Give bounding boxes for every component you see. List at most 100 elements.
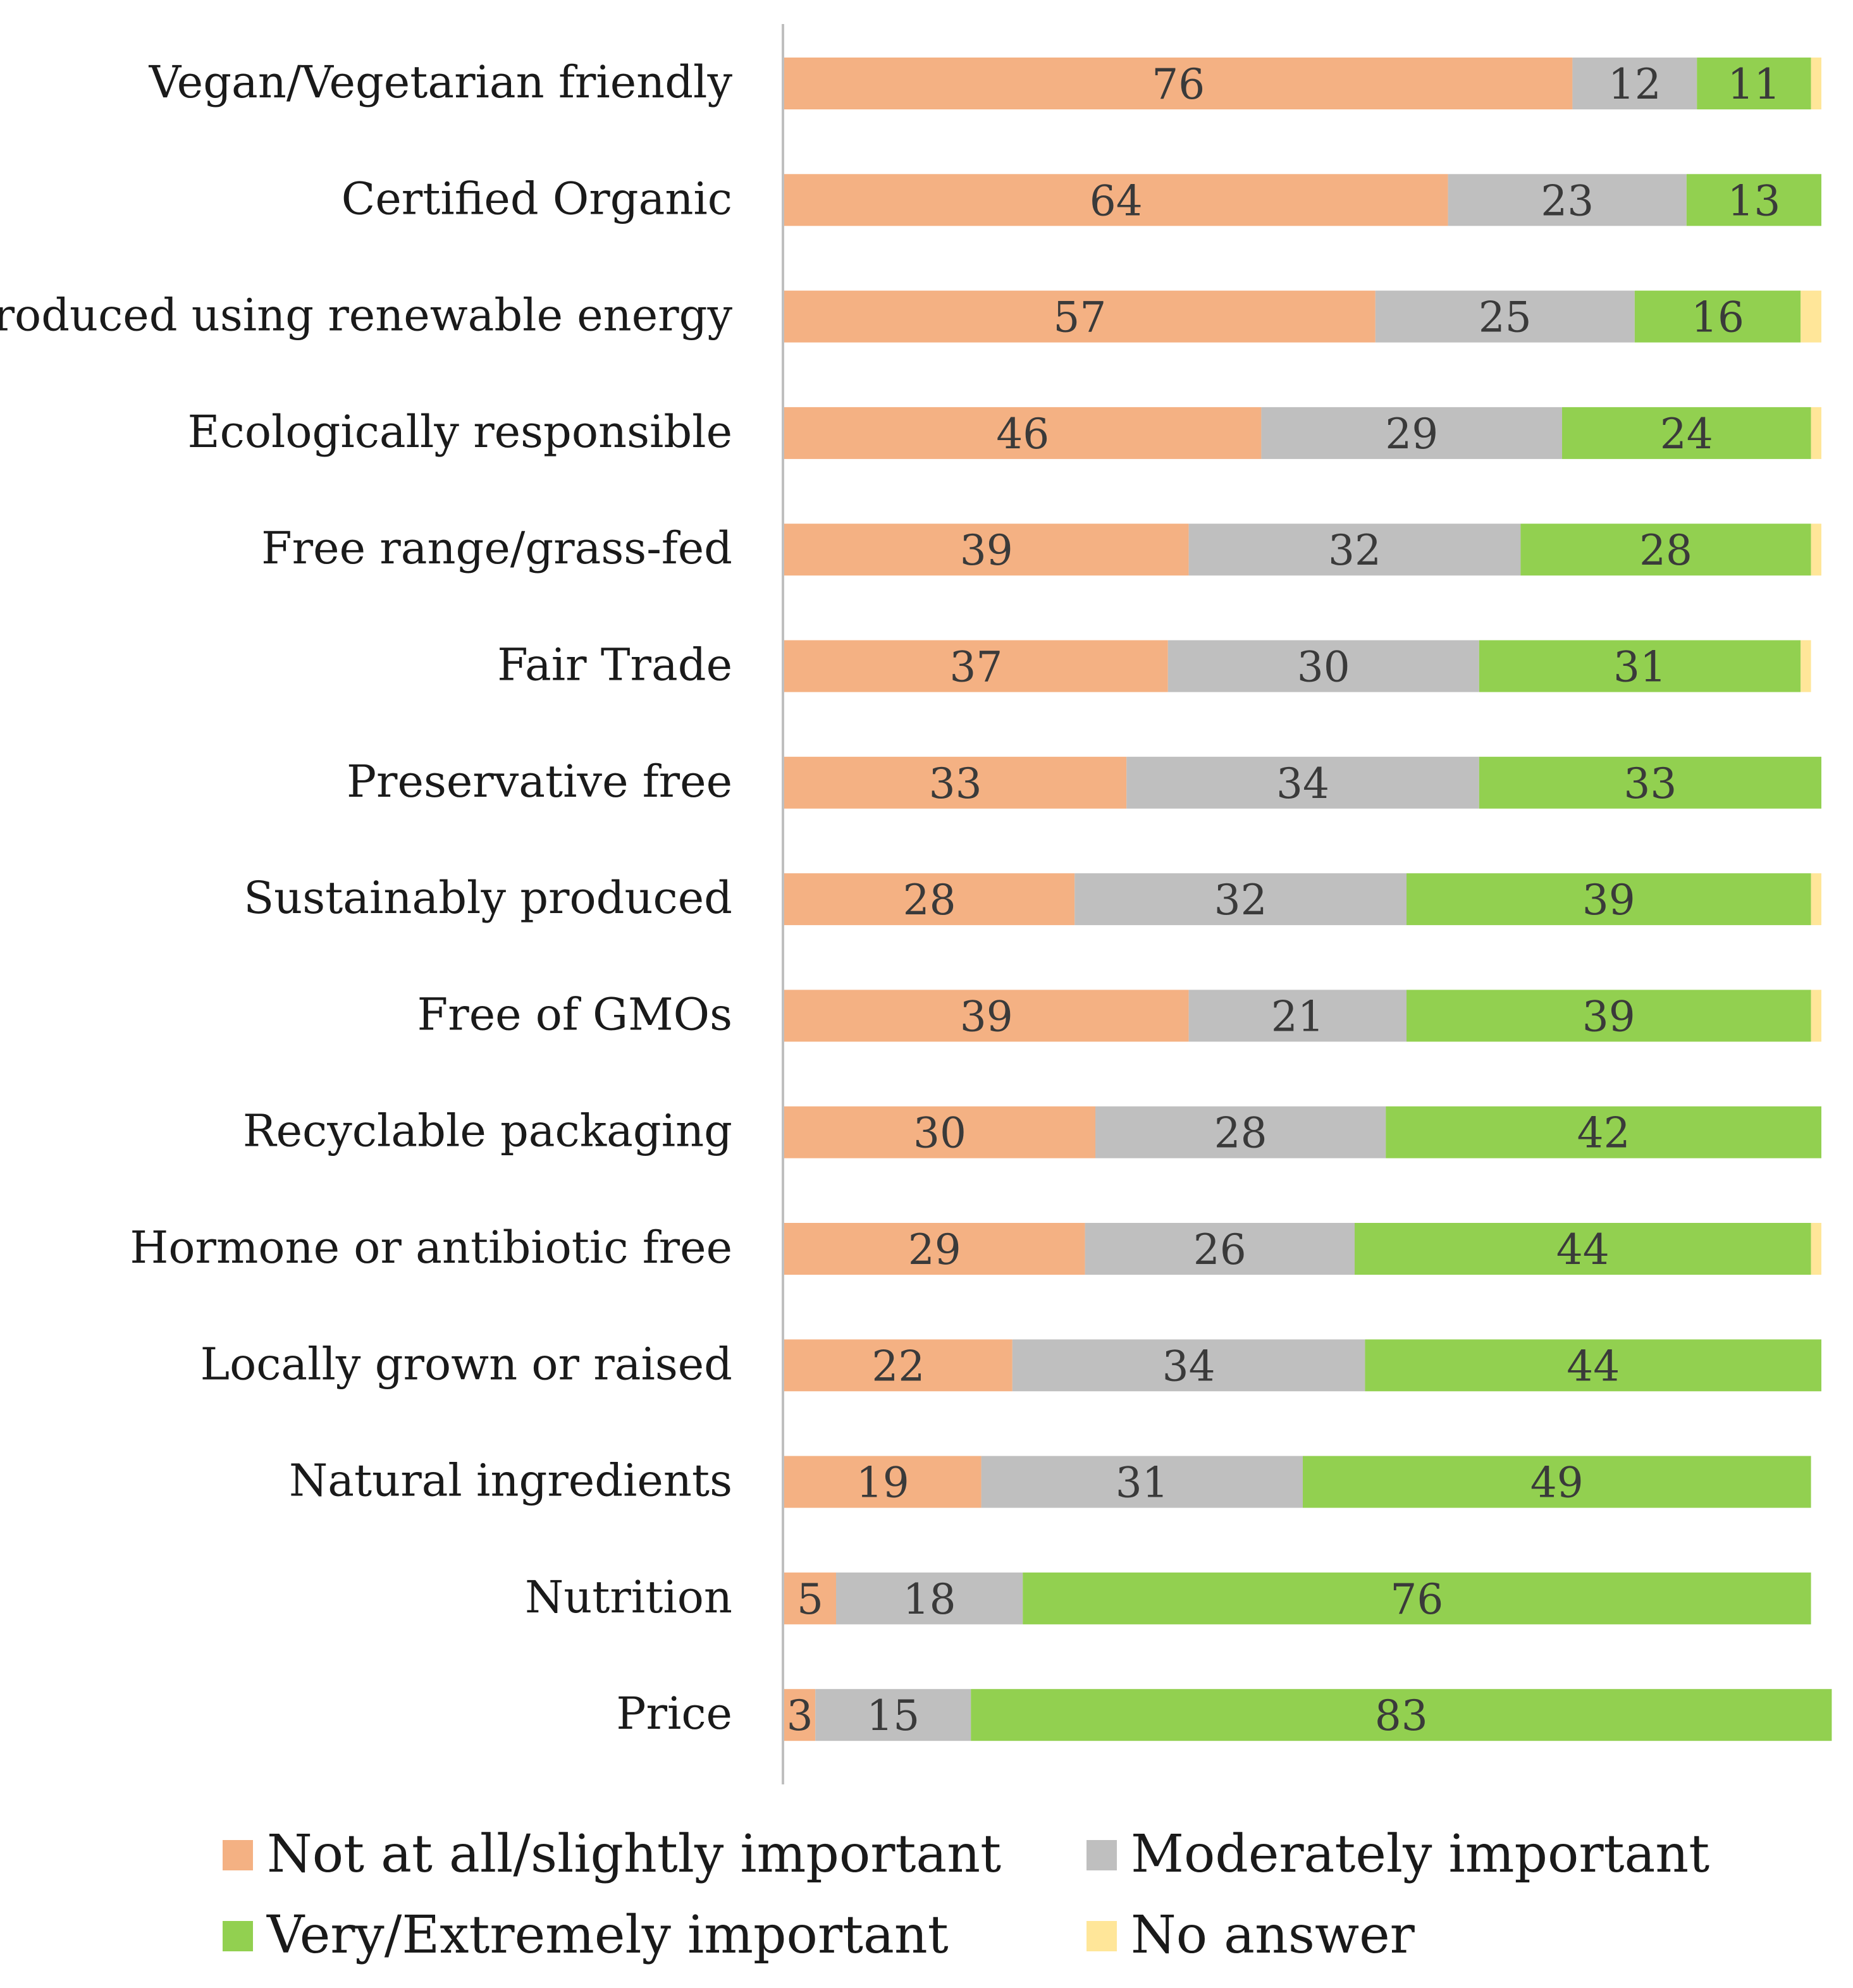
bar-segment-no-answer-hormone-or-antibiotic-free [1811, 1223, 1821, 1275]
bar-segment-not-at-all-slightly-important-locally-grown-or-raised [784, 1339, 1013, 1392]
legend-swatch-not-at-all-slightly-important [223, 1840, 253, 1870]
bar-segment-moderately-important-natural-ingredients [981, 1456, 1303, 1508]
bar-segment-moderately-important-vegan-vegetarian-friendly [1572, 58, 1697, 109]
bar-segment-no-answer-free-range-grass-fed [1811, 524, 1821, 576]
category-labels: Vegan/Vegetarian friendly Certified Organ… [0, 56, 732, 1740]
category-label-vegan-vegetarian-friendly: Vegan/Vegetarian friendly [149, 56, 733, 108]
category-label-recyclable-packaging: Recyclable packaging [243, 1105, 732, 1157]
bar-segment-moderately-important-hormone-or-antibiotic-free [1085, 1223, 1355, 1275]
bar-segment-no-answer-free-of-gmos [1811, 990, 1821, 1042]
data-label-moderately-important-fair-trade: 30 [1297, 643, 1350, 692]
legend-item-very-extremely-important: Very/Extremely important [223, 1905, 949, 1965]
data-label-very-extremely-important-ecologically-responsible: 24 [1660, 410, 1713, 458]
bar-segment-moderately-important-free-range-grass-fed [1188, 524, 1521, 576]
data-label-not-at-all-slightly-important-free-range-grass-fed: 39 [960, 526, 1013, 575]
bar-segment-not-at-all-slightly-important-sustainably-produced [784, 873, 1075, 926]
bar-segment-no-answer-sustainably-produced [1811, 873, 1821, 926]
bar-segment-no-answer-fair-trade [1801, 640, 1811, 692]
bar-segment-not-at-all-slightly-important-nutrition [784, 1572, 836, 1624]
data-label-very-extremely-important-fair-trade: 31 [1613, 643, 1666, 692]
data-label-very-extremely-important-free-range-grass-fed: 28 [1639, 526, 1692, 575]
data-label-not-at-all-slightly-important-certified-organic: 64 [1090, 176, 1143, 225]
legend-label-not-at-all-slightly-important: Not at all/slightly important [267, 1824, 1001, 1884]
bar-segment-not-at-all-slightly-important-fair-trade [784, 640, 1168, 692]
data-label-very-extremely-important-nutrition: 76 [1390, 1575, 1443, 1624]
bar-segment-not-at-all-slightly-important-produced-using-renewable-energy [784, 290, 1376, 343]
data-label-very-extremely-important-produced-using-renewable-energy: 16 [1691, 293, 1744, 342]
bar-segment-very-extremely-important-hormone-or-antibiotic-free [1355, 1223, 1811, 1275]
legend-swatch-no-answer [1087, 1921, 1117, 1951]
bar-segment-very-extremely-important-free-range-grass-fed [1520, 524, 1811, 576]
data-label-moderately-important-free-of-gmos: 21 [1271, 992, 1324, 1041]
bar-segment-moderately-important-price [815, 1689, 971, 1741]
bar-segment-not-at-all-slightly-important-preservative-free [784, 756, 1127, 809]
data-label-moderately-important-recyclable-packaging: 28 [1214, 1109, 1267, 1158]
data-label-moderately-important-produced-using-renewable-energy: 25 [1479, 293, 1532, 342]
data-label-very-extremely-important-recyclable-packaging: 42 [1577, 1109, 1630, 1158]
data-label-not-at-all-slightly-important-recyclable-packaging: 30 [913, 1109, 966, 1158]
legend-item-moderately-important: Moderately important [1087, 1824, 1709, 1884]
data-label-not-at-all-slightly-important-free-of-gmos: 39 [960, 992, 1013, 1041]
bar-segment-moderately-important-free-of-gmos [1188, 990, 1407, 1042]
bar-segment-very-extremely-important-vegan-vegetarian-friendly [1697, 58, 1811, 109]
category-label-certified-organic: Certified Organic [342, 173, 732, 224]
bar-segment-very-extremely-important-locally-grown-or-raised [1365, 1339, 1821, 1392]
bar-segment-moderately-important-nutrition [836, 1572, 1023, 1624]
data-label-moderately-important-hormone-or-antibiotic-free: 26 [1193, 1225, 1247, 1274]
data-label-very-extremely-important-vegan-vegetarian-friendly: 11 [1727, 60, 1780, 109]
bar-segment-moderately-important-preservative-free [1126, 756, 1479, 809]
data-label-moderately-important-nutrition: 18 [903, 1575, 956, 1624]
data-label-moderately-important-free-range-grass-fed: 32 [1328, 526, 1381, 575]
bar-segment-not-at-all-slightly-important-certified-organic [784, 174, 1448, 226]
legend-label-moderately-important: Moderately important [1131, 1824, 1709, 1884]
legend-swatch-moderately-important [1087, 1840, 1117, 1870]
bar-segment-not-at-all-slightly-important-natural-ingredients [784, 1456, 982, 1508]
bar-segment-very-extremely-important-preservative-free [1479, 756, 1821, 809]
legend-label-no-answer: No answer [1131, 1905, 1415, 1965]
category-label-hormone-or-antibiotic-free: Hormone or antibiotic free [130, 1222, 732, 1273]
data-label-not-at-all-slightly-important-hormone-or-antibiotic-free: 29 [908, 1225, 961, 1274]
category-label-natural-ingredients: Natural ingredients [289, 1455, 732, 1507]
category-label-locally-grown-or-raised: Locally grown or raised [200, 1338, 732, 1390]
bar-segment-very-extremely-important-natural-ingredients [1303, 1456, 1811, 1508]
bar-segment-not-at-all-slightly-important-vegan-vegetarian-friendly [784, 58, 1573, 109]
category-label-price: Price [616, 1688, 732, 1740]
legend-item-no-answer: No answer [1087, 1905, 1415, 1965]
bar-segment-moderately-important-produced-using-renewable-energy [1375, 290, 1635, 343]
data-label-very-extremely-important-price: 83 [1375, 1691, 1428, 1740]
bar-segment-moderately-important-locally-grown-or-raised [1012, 1339, 1365, 1392]
data-label-moderately-important-natural-ingredients: 31 [1116, 1459, 1169, 1507]
data-label-moderately-important-preservative-free: 34 [1276, 759, 1329, 808]
data-label-not-at-all-slightly-important-nutrition: 5 [797, 1575, 823, 1624]
data-label-not-at-all-slightly-important-ecologically-responsible: 46 [996, 410, 1049, 458]
legend-swatch-very-extremely-important [223, 1921, 253, 1951]
data-label-not-at-all-slightly-important-sustainably-produced: 28 [903, 876, 956, 924]
bar-segment-very-extremely-important-ecologically-responsible [1562, 407, 1811, 459]
bar-segment-not-at-all-slightly-important-hormone-or-antibiotic-free [784, 1223, 1085, 1275]
data-label-not-at-all-slightly-important-locally-grown-or-raised: 22 [871, 1342, 925, 1390]
legend-label-very-extremely-important: Very/Extremely important [266, 1905, 949, 1965]
bar-segment-moderately-important-certified-organic [1448, 174, 1687, 226]
bar-segment-no-answer-ecologically-responsible [1811, 407, 1821, 459]
legend: Not at all/slightly important Moderately … [223, 1824, 1709, 1965]
bar-segment-not-at-all-slightly-important-price [784, 1689, 816, 1741]
data-label-moderately-important-ecologically-responsible: 29 [1385, 410, 1438, 458]
category-label-fair-trade: Fair Trade [497, 639, 732, 691]
bar-segment-very-extremely-important-recyclable-packaging [1386, 1106, 1821, 1158]
bar-segment-very-extremely-important-nutrition [1023, 1572, 1811, 1624]
data-label-very-extremely-important-locally-grown-or-raised: 44 [1567, 1342, 1620, 1390]
data-label-moderately-important-certified-organic: 23 [1541, 176, 1594, 225]
data-label-very-extremely-important-hormone-or-antibiotic-free: 44 [1556, 1225, 1610, 1274]
data-label-moderately-important-sustainably-produced: 32 [1214, 876, 1267, 924]
category-label-ecologically-responsible: Ecologically responsible [188, 406, 732, 458]
legend-item-not-at-all-slightly-important: Not at all/slightly important [223, 1824, 1001, 1884]
bar-segment-no-answer-vegan-vegetarian-friendly [1811, 58, 1821, 109]
data-label-very-extremely-important-certified-organic: 13 [1727, 176, 1780, 225]
data-label-not-at-all-slightly-important-vegan-vegetarian-friendly: 76 [1152, 60, 1205, 109]
data-label-not-at-all-slightly-important-fair-trade: 37 [949, 643, 1002, 692]
bar-segment-very-extremely-important-sustainably-produced [1407, 873, 1811, 926]
data-label-moderately-important-locally-grown-or-raised: 34 [1162, 1342, 1216, 1390]
category-label-preservative-free: Preservative free [347, 756, 732, 807]
